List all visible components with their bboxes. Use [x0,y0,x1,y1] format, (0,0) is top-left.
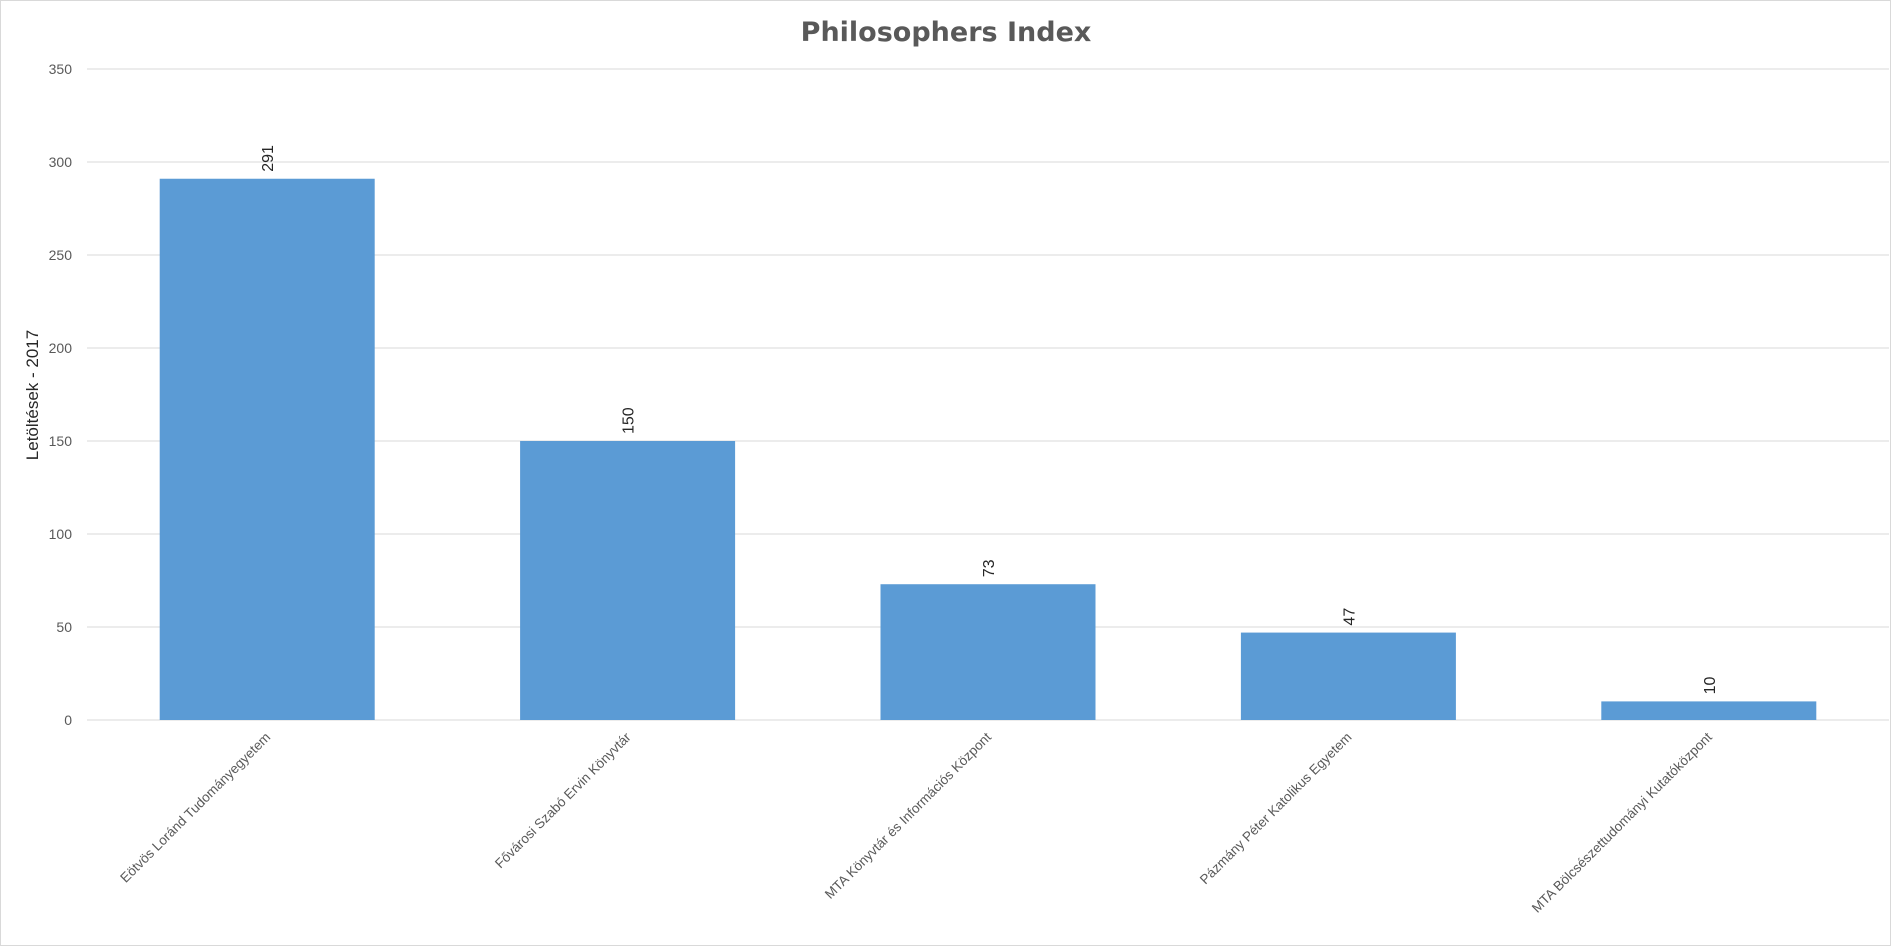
y-tick-label: 0 [64,712,72,728]
x-tick-label: Eötvös Loránd Tudományegyetem [117,730,273,886]
x-tick-label: MTA Bölcsészettudományi Kutatóközpont [1529,729,1715,915]
y-axis-label: Letöltések - 2017 [23,330,42,460]
bars [159,178,1817,721]
chart-title: Philosophers Index [801,17,1092,48]
data-label: 10 [1702,677,1719,695]
x-tick-label: Pázmány Péter Katolikus Egyetem [1197,730,1355,888]
data-label: 73 [981,559,998,577]
x-tick-label: Fővárosi Szabó Ervin Könyvtár [492,729,634,871]
x-axis-ticks: Eötvös Loránd Tudományegyetem Fővárosi Sz… [117,729,1715,915]
y-tick-label: 150 [49,433,73,449]
x-tick-label: MTA Könyvtár és Információs Központ [822,729,994,901]
bar-4 [1240,632,1456,720]
data-label: 150 [621,407,638,434]
data-label: 47 [1341,608,1358,626]
bar-3 [880,584,1096,720]
y-tick-label: 300 [49,154,73,170]
y-axis-ticks: 0 50 100 150 200 250 300 350 [49,61,73,728]
y-tick-label: 50 [56,619,72,635]
bar-2 [520,441,736,720]
bar-5 [1601,701,1817,720]
y-tick-label: 250 [49,247,73,263]
data-labels: 291 150 73 47 10 [260,145,1719,694]
y-tick-label: 100 [49,526,73,542]
y-tick-label: 200 [49,340,73,356]
gridlines [87,68,1889,721]
y-tick-label: 350 [49,61,73,77]
bar-1 [159,178,375,721]
data-label: 291 [260,145,277,172]
